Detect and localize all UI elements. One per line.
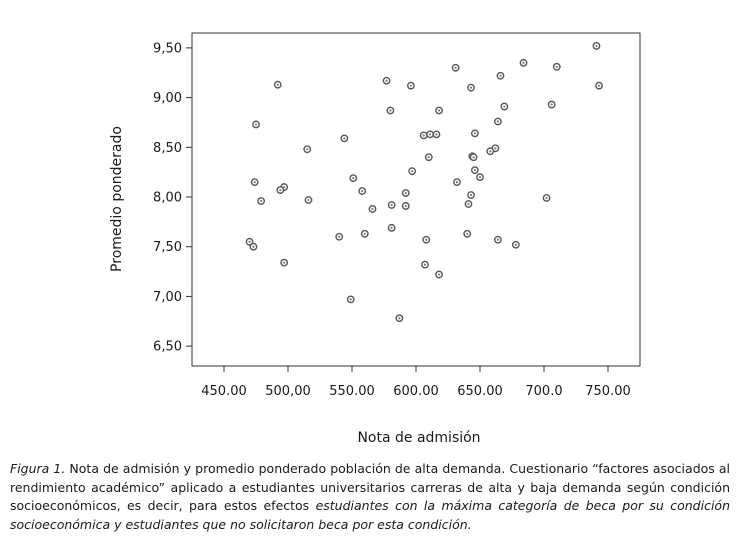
x-axis: 450.00 500,00 550.00 600.00 650.00 700.0 750.0…	[201, 366, 631, 399]
data-point	[382, 76, 391, 85]
y-tick-label: 6,50	[153, 340, 182, 355]
data-point	[368, 205, 377, 213]
data-point	[494, 117, 502, 126]
data-point	[547, 100, 556, 109]
data-point	[257, 197, 266, 205]
x-tick-label: 700.0	[525, 384, 562, 399]
data-point	[408, 167, 417, 176]
data-point	[386, 106, 395, 115]
data-point	[426, 130, 434, 139]
x-tick-label: 500,00	[265, 384, 311, 399]
data-point	[250, 178, 259, 187]
data-point	[358, 187, 367, 195]
y-tick-label: 8,50	[153, 141, 182, 156]
data-point	[467, 83, 475, 92]
scatter-chart: 450.00 500,00 550.00 600.00 650.00 700.0 750.0…	[109, 32, 641, 446]
y-tick-label: 9,00	[153, 91, 182, 106]
data-point	[401, 189, 410, 197]
figure-caption: Figura 1. Nota de admisión y promedio po…	[10, 460, 730, 534]
data-point	[451, 63, 460, 72]
data-point	[519, 58, 528, 67]
data-point	[349, 174, 358, 183]
data-point	[494, 235, 502, 244]
data-point	[476, 173, 484, 182]
data-point	[511, 240, 520, 249]
data-point	[470, 166, 479, 175]
data-point	[486, 147, 495, 156]
data-point	[453, 178, 461, 187]
data-point	[249, 242, 258, 251]
data-point	[406, 81, 415, 90]
data-point	[335, 232, 344, 241]
y-tick-label: 9,50	[153, 41, 182, 56]
data-point	[304, 196, 313, 204]
data-point	[469, 153, 478, 162]
data-point	[401, 202, 410, 210]
plot-area	[191, 32, 641, 367]
data-point	[252, 120, 260, 129]
data-point	[432, 130, 441, 139]
data-point	[592, 42, 601, 50]
caption-text: Nota de admisión y promedio ponderado po…	[10, 461, 731, 513]
data-point	[496, 71, 505, 80]
caption-text-italic: estudiantes con la máxima categoría de b…	[10, 498, 730, 532]
y-axis: 6,50 7,00 7,50 8,00 8,50 9,00 9,50	[153, 41, 192, 355]
data-point	[463, 229, 472, 238]
data-point	[340, 134, 349, 143]
data-point	[303, 145, 312, 154]
data-points	[245, 42, 603, 323]
data-point	[245, 237, 254, 246]
data-point	[552, 62, 561, 71]
data-point	[422, 235, 431, 244]
figure-label: Figura 1.	[10, 461, 66, 476]
data-point	[273, 80, 282, 89]
data-point	[419, 131, 428, 140]
x-tick-label: 750.00	[585, 384, 631, 399]
data-point	[435, 270, 443, 279]
x-tick-label: 600.00	[393, 384, 439, 399]
data-point	[467, 191, 475, 199]
y-tick-label: 7,50	[153, 240, 182, 255]
data-point	[276, 186, 285, 194]
data-point	[435, 106, 443, 115]
y-axis-title: Promedio ponderado	[109, 126, 125, 272]
data-point	[360, 229, 369, 238]
y-tick-label: 7,00	[153, 290, 182, 305]
data-point	[387, 201, 396, 209]
data-point	[470, 129, 479, 138]
x-tick-label: 650.00	[457, 384, 503, 399]
data-point	[387, 223, 396, 232]
data-point	[542, 194, 551, 202]
y-tick-label: 8,00	[153, 191, 182, 206]
data-point	[346, 295, 355, 304]
x-tick-label: 550.00	[329, 384, 375, 399]
data-point	[280, 258, 289, 267]
data-point	[500, 102, 509, 111]
data-point	[595, 81, 603, 90]
data-point	[464, 200, 473, 208]
x-tick-label: 450.00	[201, 384, 247, 399]
x-axis-title: Nota de admisión	[357, 430, 480, 446]
data-point	[424, 153, 433, 162]
data-point	[395, 314, 404, 323]
data-point	[421, 260, 429, 269]
